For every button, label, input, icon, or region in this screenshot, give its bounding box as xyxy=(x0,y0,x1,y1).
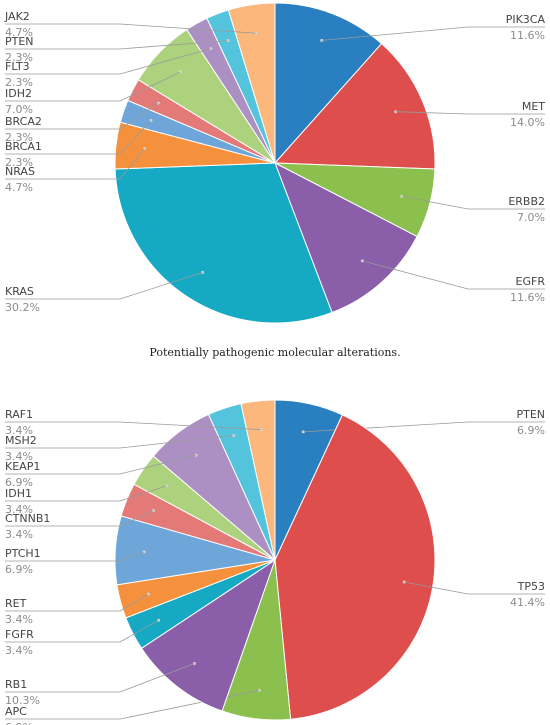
label-raf1: RAF1 xyxy=(5,408,33,421)
value-label-brca1: 2.3% xyxy=(5,156,33,169)
leader-line-raf1 xyxy=(5,421,262,430)
label-keap1: KEAP1 xyxy=(5,460,40,473)
label-met: MET xyxy=(522,100,545,113)
label-ctnnb1: CTNNB1 xyxy=(5,512,50,525)
pie-chart-bottom: PTEN 6.9% TP53 41.4% APC 6.9% RB1 10.3% FGFR 3.4%… xyxy=(5,399,545,725)
value-label-raf1: 3.4% xyxy=(5,424,33,437)
leader-line-ctnnb1 xyxy=(5,510,154,527)
value-label-ptch1: 6.9% xyxy=(5,563,33,576)
label-brca1: BRCA1 xyxy=(5,140,42,153)
leader-line-fgfr xyxy=(5,619,159,643)
label-erbb2: ERBB2 xyxy=(508,195,545,208)
leader-line-msh2 xyxy=(5,435,234,449)
label-idh2: IDH2 xyxy=(5,87,32,100)
value-label-pten: 2.3% xyxy=(5,51,33,64)
slice-tp53 xyxy=(274,414,436,720)
leader-line-tp53 xyxy=(404,581,545,595)
label-brca2: BRCA2 xyxy=(5,115,42,128)
slice-raf1 xyxy=(240,399,276,561)
leader-line-keap1 xyxy=(5,454,197,475)
value-label-met: 14.0% xyxy=(510,116,545,129)
slice-jak2 xyxy=(227,2,276,164)
value-label-fgfr: 3.4% xyxy=(5,644,33,657)
slice-pik3ca xyxy=(274,2,383,165)
label-rb1: RB1 xyxy=(5,678,27,691)
value-label-rb1: 10.3% xyxy=(5,694,40,707)
value-label-idh2: 7.0% xyxy=(5,103,33,116)
value-label-ret: 3.4% xyxy=(5,613,33,626)
value-label-jak2: 4.7% xyxy=(5,26,33,39)
leader-line-egfr xyxy=(362,260,545,290)
label-tp53: TP53 xyxy=(517,580,545,593)
slice-met xyxy=(273,42,436,170)
leader-line-ptch1 xyxy=(5,551,145,562)
value-label-idh1: 3.4% xyxy=(5,503,33,516)
label-pik3ca: PIK3CA xyxy=(506,13,546,26)
value-label-msh2: 3.4% xyxy=(5,450,33,463)
value-label-flt3: 2.3% xyxy=(5,76,33,89)
leader-line-rb1 xyxy=(5,663,195,693)
label-ptch1: PTCH1 xyxy=(5,547,41,560)
slice-egfr xyxy=(274,161,418,314)
leader-line-brca2 xyxy=(5,102,159,130)
value-label-apc: 6.9% xyxy=(5,721,33,725)
label-pten: PTEN xyxy=(5,35,34,48)
leader-dot-jak2 xyxy=(254,31,258,35)
leader-line-pten xyxy=(5,40,228,50)
label-flt3: FLT3 xyxy=(5,60,30,73)
value-label-ctnnb1: 3.4% xyxy=(5,528,33,541)
label-egfr: EGFR xyxy=(516,275,546,288)
value-label-pik3ca: 11.6% xyxy=(510,29,545,42)
value-label-pten: 6.9% xyxy=(517,424,545,437)
leader-line-jak2 xyxy=(5,23,256,34)
value-label-tp53: 41.4% xyxy=(510,596,545,609)
leader-line-idh2 xyxy=(5,71,181,102)
label-pten: PTEN xyxy=(516,408,545,421)
label-idh1: IDH1 xyxy=(5,487,32,500)
leader-line-nras xyxy=(5,148,145,180)
label-jak2: JAK2 xyxy=(4,10,30,23)
leader-line-idh1 xyxy=(5,485,167,502)
value-label-nras: 4.7% xyxy=(5,181,33,194)
leader-line-ret xyxy=(5,593,149,612)
label-ret: RET xyxy=(5,597,27,610)
value-label-erbb2: 7.0% xyxy=(517,211,545,224)
label-apc: APC xyxy=(5,705,27,718)
leader-line-met xyxy=(395,111,545,115)
value-label-kras: 30.2% xyxy=(5,301,40,314)
leader-line-erbb2 xyxy=(401,196,545,210)
pie-chart-top: PIK3CA 11.6% MET 14.0% ERBB2 7.0% EGFR 11.6% KRA… xyxy=(4,2,546,324)
label-fgfr: FGFR xyxy=(5,628,34,641)
leader-line-pik3ca xyxy=(321,26,545,41)
value-label-keap1: 6.9% xyxy=(5,476,33,489)
label-nras: NRAS xyxy=(5,165,35,178)
leader-dot-ctnnb1 xyxy=(152,509,155,513)
label-msh2: MSH2 xyxy=(5,434,37,447)
leader-line-kras xyxy=(5,272,203,300)
leader-line-flt3 xyxy=(5,48,211,75)
figure-caption: Potentially pathogenic molecular alterat… xyxy=(149,346,400,359)
leader-line-brca1 xyxy=(5,120,152,155)
slice-rb1 xyxy=(140,558,276,712)
label-kras: KRAS xyxy=(5,285,34,298)
value-label-egfr: 11.6% xyxy=(510,291,545,304)
value-label-brca2: 2.3% xyxy=(5,131,33,144)
